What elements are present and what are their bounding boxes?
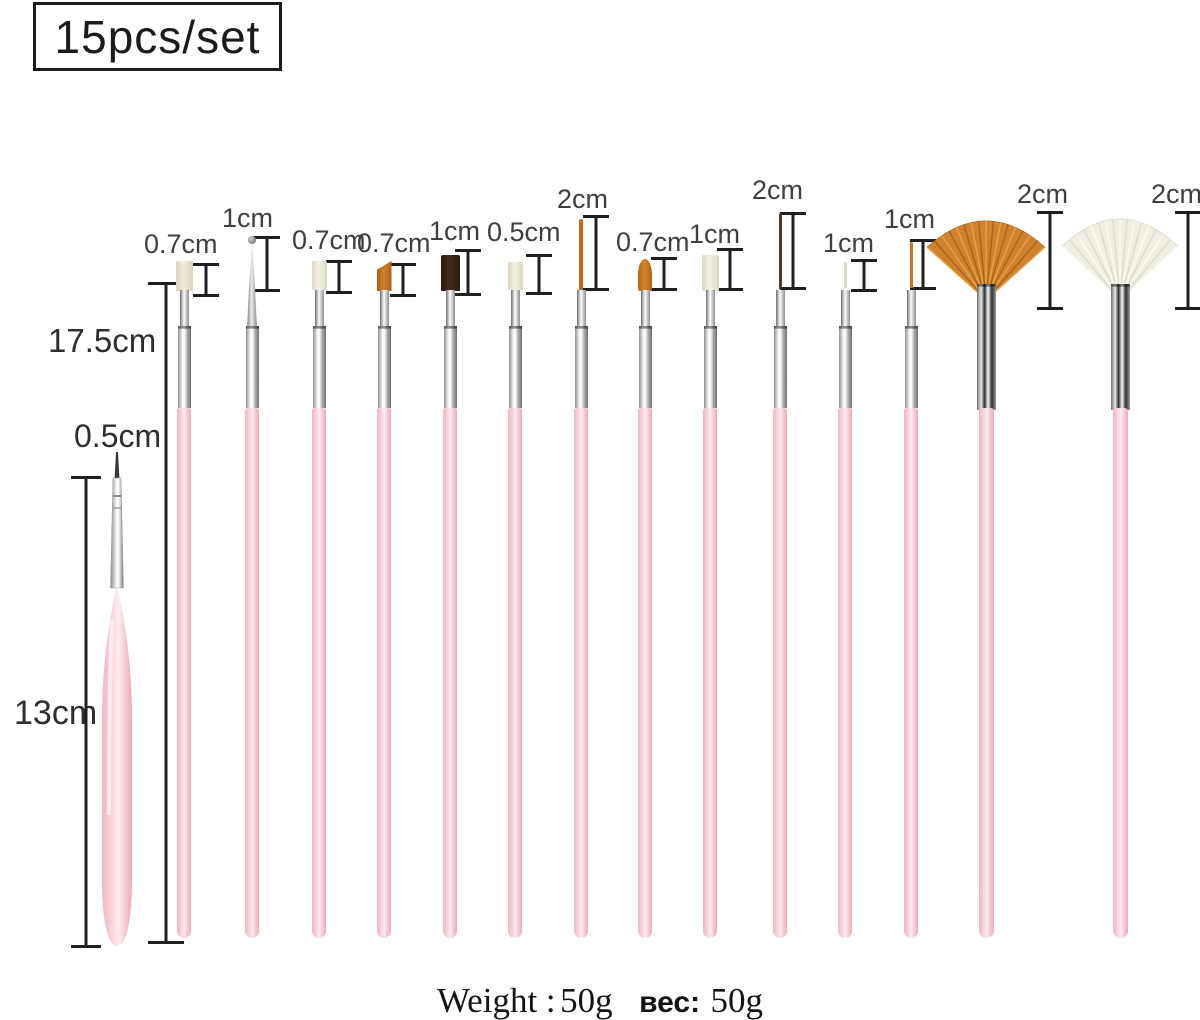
brush-tip: [311, 261, 327, 290]
ferrule-neck: [840, 290, 850, 330]
weight-value-ru: 50g: [710, 981, 764, 1020]
brush-handle: [838, 408, 852, 938]
measure-bar: [780, 212, 806, 290]
pen-ferrule: [110, 477, 124, 589]
brush-ferrule: [976, 284, 996, 410]
brush-handle: [177, 408, 191, 938]
brush-handle: [245, 408, 259, 938]
size-label: 2cm: [557, 184, 609, 214]
brush-ferrule: [443, 326, 457, 408]
ferrule-neck: [775, 290, 785, 330]
measure-bar: [717, 248, 743, 291]
pen-handle: [102, 585, 132, 946]
metal-taper: [247, 242, 257, 330]
size-label: 0.5cm: [487, 217, 561, 247]
brush-ferrule: [508, 326, 522, 408]
weight-value-en: 50g: [560, 981, 613, 1020]
total-length-label: 17.5cm: [48, 322, 157, 359]
brush-ferrule: [312, 326, 326, 408]
short-tip-length-label: 0.5cm: [74, 418, 162, 454]
measure-bar: [193, 263, 219, 297]
ferrule-neck: [640, 290, 650, 330]
total-length-measure-bar: [148, 282, 184, 944]
ferrule-neck: [906, 290, 916, 330]
brush-handle: [904, 408, 918, 938]
short-dotting-pen: [102, 452, 132, 946]
weight-caption: Weight : 50g вес: 50g: [0, 981, 1200, 1020]
measure-bar: [1175, 211, 1200, 310]
size-label: 1cm: [222, 203, 274, 233]
brush-ferrule: [574, 326, 588, 408]
set-count-badge: 15pcs/set: [33, 2, 282, 71]
size-label: 2cm: [1151, 179, 1200, 209]
brush-handle: [443, 408, 457, 938]
brush-handle: [312, 408, 326, 938]
size-label: 0.7cm: [144, 229, 218, 259]
weight-label-en: Weight :: [436, 981, 556, 1020]
size-label: 2cm: [1017, 179, 1069, 209]
brush-handle: [377, 408, 391, 938]
brush-ferrule: [1110, 284, 1130, 410]
size-label: 1cm: [823, 228, 875, 258]
size-label: 0.7cm: [357, 228, 431, 258]
measure-bar: [526, 254, 552, 295]
ferrule-neck: [576, 290, 586, 330]
measure-bar: [851, 259, 877, 292]
dotting-ball: [248, 236, 256, 244]
brush-tip: [909, 242, 913, 288]
fan-bristles: [926, 220, 1046, 300]
brush-ferrule: [377, 326, 391, 408]
brush-tip: [440, 255, 460, 291]
brush-handle: [638, 408, 652, 938]
size-label: 1cm: [884, 204, 936, 234]
brush-ferrule: [177, 326, 191, 408]
brush-tip: [638, 259, 652, 291]
brush-ferrule: [773, 326, 787, 408]
brush-handle: [978, 408, 994, 938]
brush-handle: [574, 408, 588, 938]
size-label: 2cm: [752, 175, 804, 205]
ferrule-neck: [179, 290, 189, 330]
ferrule-neck: [705, 290, 715, 330]
measure-bar: [583, 215, 609, 291]
size-label: 1cm: [689, 219, 741, 249]
size-label: 1cm: [429, 216, 481, 246]
brush-handle: [508, 408, 522, 938]
brush-tip: [778, 213, 782, 289]
brush-ferrule: [703, 326, 717, 408]
size-label: 0.7cm: [292, 225, 366, 255]
measure-bar: [254, 236, 280, 292]
needle-tip: [114, 452, 120, 480]
ferrule-neck: [314, 290, 324, 330]
ferrule-neck: [445, 290, 455, 330]
size-label: 0.7cm: [616, 227, 690, 257]
short-brush-measure-bar: [71, 476, 101, 948]
brush-tip: [701, 255, 719, 291]
brush-handle: [703, 408, 717, 938]
measure-bar: [455, 249, 481, 296]
measure-bar: [390, 263, 416, 297]
ferrule-neck: [510, 290, 520, 330]
measure-bar: [1037, 211, 1063, 310]
weight-label-ru: вес:: [639, 986, 701, 1019]
brush-ferrule: [838, 326, 852, 408]
measure-bar: [326, 260, 352, 294]
brush-tip: [579, 219, 583, 291]
brush-ferrule: [638, 326, 652, 408]
measure-bar: [651, 257, 677, 291]
brush-ferrule: [904, 326, 918, 408]
brush-tip: [507, 262, 523, 290]
brush-ferrule: [245, 326, 259, 408]
brush-handle: [773, 408, 787, 938]
brush-tip: [843, 262, 847, 288]
brush-tip: [175, 261, 193, 291]
ferrule-neck: [379, 290, 389, 330]
brush-tip: [376, 261, 392, 291]
brush-handle: [1112, 408, 1128, 938]
measure-bar: [910, 239, 936, 290]
